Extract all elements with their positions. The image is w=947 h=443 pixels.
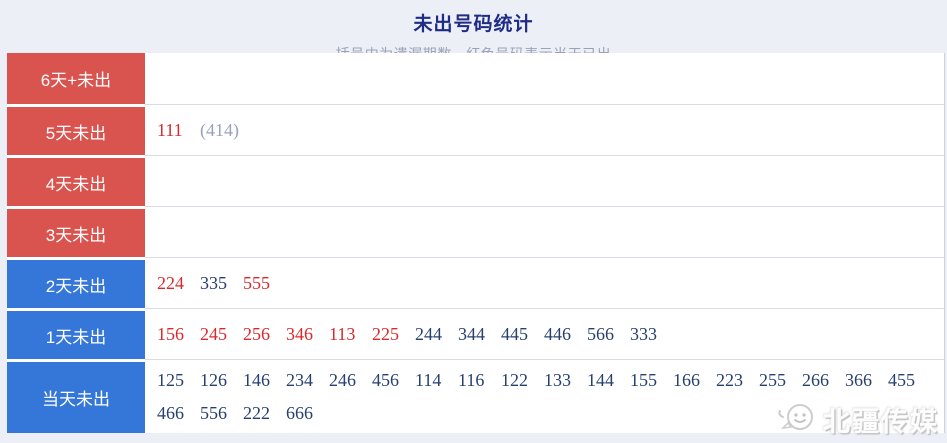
number-cell: 133 [544, 369, 571, 390]
page-title: 未出号码统计 [413, 14, 534, 35]
number-cell: 446 [544, 323, 571, 344]
row-numbers: 156 245 256 346 113 225 244 344 445 446 566 333 [145, 308, 944, 359]
number-cell: 266 [802, 369, 829, 390]
number-cell: 344 [458, 323, 485, 344]
number-cell: 156 [157, 323, 184, 344]
row-label: 5天未出 [7, 104, 145, 155]
number-cell: 155 [630, 369, 657, 390]
table-row: 2天未出 224 335 555 [7, 257, 944, 308]
number-cell: 111 [157, 119, 183, 140]
table-row: 4天未出 [7, 155, 944, 206]
number-cell: 113 [329, 323, 356, 344]
number-cell: 456 [372, 369, 399, 390]
row-label: 当天未出 [7, 359, 145, 433]
number-cell: 566 [587, 323, 614, 344]
row-numbers: 224 335 555 [145, 257, 944, 308]
number-cell: 246 [329, 369, 356, 390]
table-row: 5天未出 111 (414) [7, 104, 944, 155]
row-numbers [145, 155, 944, 206]
number-cell: 116 [458, 369, 485, 390]
row-numbers [145, 53, 944, 104]
number-cell: 466 [157, 402, 184, 423]
number-cell: 126 [200, 369, 227, 390]
number-cell: 556 [200, 402, 227, 423]
number-cell: 166 [673, 369, 700, 390]
number-cell: 366 [845, 369, 872, 390]
number-cell: 333 [630, 323, 657, 344]
row-numbers: 125 126 146 234 246 456 114 116 122 133 144 155 166 2… [145, 359, 944, 433]
table-row: 1天未出 156 245 256 346 113 225 244 344 445 446 566 333 [7, 308, 944, 359]
row-label: 1天未出 [7, 308, 145, 359]
row-label: 6天+未出 [7, 53, 145, 104]
number-cell: 255 [759, 369, 786, 390]
table-row: 3天未出 [7, 206, 944, 257]
number-cell: 455 [888, 369, 915, 390]
number-cell: 146 [243, 369, 270, 390]
number-cell: 445 [501, 323, 528, 344]
number-cell: 245 [200, 323, 227, 344]
number-cell: (414) [200, 119, 239, 140]
row-numbers [145, 206, 944, 257]
page-header: 未出号码统计 括号内为遗漏期数，红色号码表示当天已出 [0, 0, 947, 62]
number-cell: 125 [157, 369, 184, 390]
number-cell: 114 [415, 369, 442, 390]
number-cell: 346 [286, 323, 313, 344]
number-cell: 666 [286, 402, 313, 423]
number-cell: 335 [200, 272, 227, 293]
number-cell: 244 [415, 323, 442, 344]
missing-numbers-table: 6天+未出 5天未出 111 (414) 4天未出 3天未出 2天未出 224 335 555 1天… [7, 53, 945, 433]
number-cell: 222 [243, 402, 270, 423]
number-cell: 256 [243, 323, 270, 344]
number-cell: 122 [501, 369, 528, 390]
number-cell: 225 [372, 323, 399, 344]
row-label: 4天未出 [7, 155, 145, 206]
number-cell: 144 [587, 369, 614, 390]
row-label: 3天未出 [7, 206, 145, 257]
row-numbers: 111 (414) [145, 104, 944, 155]
row-label: 2天未出 [7, 257, 145, 308]
table-row: 当天未出 125 126 146 234 246 456 114 116 122 133 144 155… [7, 359, 944, 433]
number-cell: 555 [243, 272, 270, 293]
number-cell: 223 [716, 369, 743, 390]
table-row: 6天+未出 [7, 53, 944, 104]
number-cell: 234 [286, 369, 313, 390]
number-cell: 224 [157, 272, 184, 293]
